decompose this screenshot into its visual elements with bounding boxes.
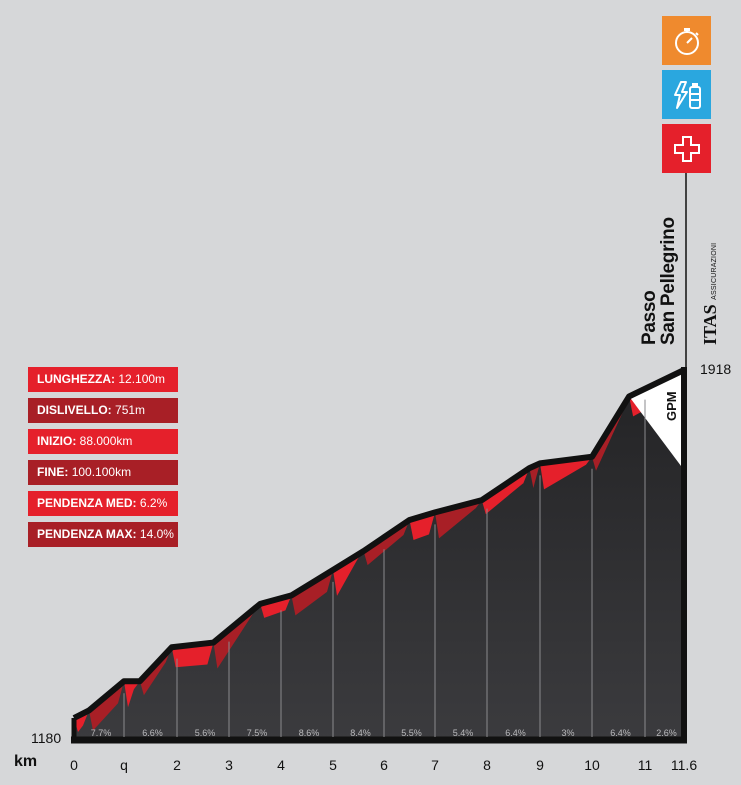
- ribbon-segment: [291, 569, 333, 616]
- info-value: 6.2%: [139, 496, 168, 510]
- km-tick-label: 9: [536, 757, 544, 773]
- info-value: 14.0%: [139, 527, 174, 541]
- sponsor-sub: ASSICURAZIONI: [711, 242, 718, 300]
- segment-gradient-label: 5.6%: [195, 728, 216, 738]
- gpm-zone: [629, 370, 684, 470]
- info-value: 12.100m: [118, 372, 166, 386]
- info-elevation-gain: DISLIVELLO: 751m: [28, 398, 178, 423]
- info-length: LUNGHEZZA: 12.100m: [28, 367, 178, 392]
- ribbon-segment: [124, 681, 140, 708]
- ribbon-segment: [74, 710, 89, 732]
- summit-name-line2: San Pellegrino: [658, 217, 679, 345]
- sponsor-name: ITAS: [700, 304, 720, 345]
- segment-gradient-label: 8.6%: [299, 728, 320, 738]
- start-elevation-label: 1180: [31, 730, 62, 746]
- water-bottle-energy-icon: [673, 80, 701, 109]
- km-tick-label: 5: [329, 757, 337, 773]
- info-value: 100.100km: [71, 465, 132, 479]
- segment-gradient-label: 7.5%: [247, 728, 268, 738]
- summit-elevation-label: 1918: [700, 361, 732, 377]
- ribbon-segment: [89, 681, 124, 731]
- info-max-gradient: PENDENZA MAX: 14.0%: [28, 522, 178, 547]
- segment-gradient-label: 6.4%: [610, 728, 631, 738]
- ribbon-segment: [540, 456, 592, 490]
- segment-gradient-label: 6.6%: [142, 728, 163, 738]
- info-start: INIZIO: 88.000km: [28, 429, 178, 454]
- stopwatch-icon: [674, 27, 699, 55]
- km-tick-label: 7: [431, 757, 439, 773]
- info-label: INIZIO:: [37, 434, 77, 448]
- summit-name-line1: Passo: [639, 290, 660, 345]
- segment-gradient-label: 8.4%: [350, 728, 371, 738]
- km-tick-label: 11.6: [671, 757, 697, 773]
- km-dividers: [123, 399, 646, 737]
- ribbon-segment: [213, 603, 261, 669]
- info-label: PENDENZA MAX:: [37, 527, 137, 541]
- km-tick-labels: 0 q 2 3 4 5 6 7 8 9 10 11 11.6: [70, 757, 697, 773]
- info-end: FINE: 100.100km: [28, 460, 178, 485]
- km-tick-label: 4: [277, 757, 285, 773]
- info-avg-gradient: PENDENZA MED: 6.2%: [28, 491, 178, 516]
- km-tick-label: 8: [483, 757, 491, 773]
- ribbon-segment: [333, 551, 364, 596]
- segment-gradient-label: 5.5%: [401, 728, 422, 738]
- first-aid-icon-box: [662, 124, 711, 173]
- info-value: 751m: [115, 403, 146, 417]
- info-label: PENDENZA MED:: [37, 496, 137, 510]
- km-tick-label: 11: [638, 757, 653, 773]
- sponsor-logo: ITAS ASSICURAZIONI: [700, 243, 721, 345]
- km-tick-label: 0: [70, 757, 78, 773]
- first-aid-cross-icon: [673, 135, 700, 162]
- gradient-labels: 7.7% 6.6% 5.6% 7.5% 8.6% 8.4% 5.5% 5.4% 6.4% 3% 6.…: [91, 728, 677, 738]
- water-bottle-icon-box: [662, 70, 711, 119]
- km-tick-label: 6: [380, 757, 388, 773]
- km-tick-label: 10: [584, 757, 600, 773]
- segment-gradient-label: 2.6%: [656, 728, 677, 738]
- info-value: 88.000km: [79, 434, 133, 448]
- segment-gradient-label: 7.7%: [91, 728, 112, 738]
- info-label: LUNGHEZZA:: [37, 372, 115, 386]
- stopwatch-icon-box: [662, 16, 711, 65]
- ribbon-segment: [260, 595, 292, 618]
- x-axis-title: km: [14, 753, 38, 770]
- segment-gradient-label: 5.4%: [453, 728, 474, 738]
- info-label: DISLIVELLO:: [37, 403, 112, 417]
- km-tick-label: 3: [225, 757, 233, 773]
- km-tick-label: 2: [173, 757, 181, 773]
- gpm-label: GPM: [664, 391, 679, 421]
- segment-gradient-label: 3%: [561, 728, 574, 738]
- segment-gradient-label: 6.4%: [505, 728, 526, 738]
- info-label: FINE:: [37, 465, 69, 479]
- summit-name: Passo San Pellegrino: [639, 217, 679, 345]
- profile-edge-line: [72, 367, 686, 721]
- km-tick-label: q: [120, 757, 128, 773]
